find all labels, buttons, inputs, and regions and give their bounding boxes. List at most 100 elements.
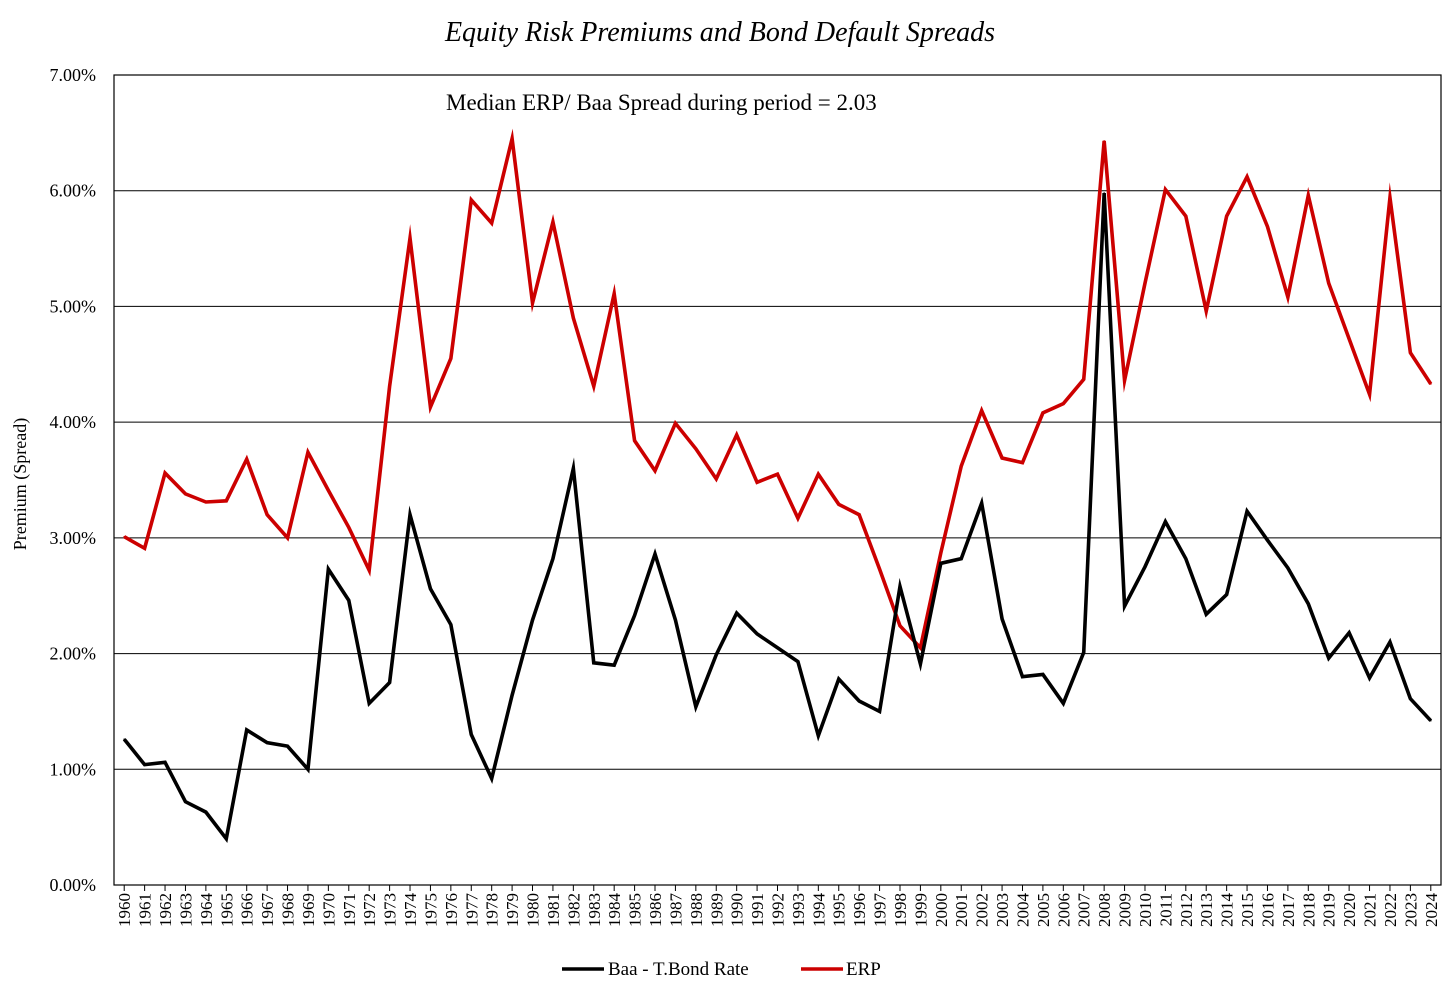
data-point xyxy=(409,513,411,516)
data-point xyxy=(1409,697,1412,700)
x-tick-label: 1986 xyxy=(646,893,665,927)
data-point xyxy=(1266,539,1269,541)
data-point xyxy=(1348,338,1350,340)
x-tick-label: 1999 xyxy=(911,893,930,927)
data-point xyxy=(1327,657,1330,659)
x-tick-label: 2011 xyxy=(1156,893,1175,926)
x-tick-label: 2012 xyxy=(1177,893,1196,927)
data-point xyxy=(1001,618,1003,620)
data-point xyxy=(245,458,248,460)
data-point xyxy=(695,447,697,450)
data-point xyxy=(1389,641,1391,643)
x-tick-label: 1983 xyxy=(585,893,604,927)
data-point xyxy=(735,434,738,436)
x-tick-label: 1968 xyxy=(279,893,298,927)
data-point xyxy=(266,741,268,744)
x-tick-label: 2005 xyxy=(1034,893,1053,927)
x-tick-label: 1997 xyxy=(871,893,890,928)
x-tick-label: 2022 xyxy=(1381,893,1400,927)
data-point xyxy=(307,768,309,771)
x-tick-label: 2003 xyxy=(993,893,1012,927)
data-point xyxy=(817,734,820,737)
y-tick-label: 0.00% xyxy=(50,875,97,895)
median-annotation: Median ERP/ Baa Spread during period = 2… xyxy=(446,90,877,115)
data-point xyxy=(899,625,901,627)
x-axis-ticks: 1960 1961 1962 1963 1964 1965 1966 1967 1968 1969… xyxy=(115,885,1441,927)
data-point xyxy=(1062,402,1065,405)
data-point xyxy=(409,237,411,239)
data-point xyxy=(1123,605,1126,607)
series-layer xyxy=(122,128,1433,844)
data-point xyxy=(960,557,963,560)
data-point xyxy=(776,473,779,476)
x-tick-label: 1965 xyxy=(217,893,236,927)
x-tick-label: 1969 xyxy=(299,893,318,927)
data-point xyxy=(1185,557,1187,560)
x-tick-label: 1984 xyxy=(605,893,624,928)
x-tick-label: 1985 xyxy=(626,893,645,927)
data-point xyxy=(1021,675,1024,678)
x-tick-label: 1979 xyxy=(503,893,522,927)
data-point xyxy=(776,646,779,649)
data-point xyxy=(858,700,860,702)
data-point xyxy=(1429,383,1432,385)
data-point xyxy=(245,729,248,731)
data-point xyxy=(1103,192,1105,194)
x-tick-label: 2023 xyxy=(1401,893,1420,927)
data-point xyxy=(1082,651,1085,654)
data-point xyxy=(735,612,738,614)
x-tick-label: 1990 xyxy=(728,893,747,927)
data-point xyxy=(899,585,901,588)
y-tick-label: 3.00% xyxy=(50,528,97,548)
data-point xyxy=(307,451,309,454)
y-tick-label: 1.00% xyxy=(50,759,97,779)
data-point xyxy=(327,489,330,492)
data-point xyxy=(674,619,677,621)
data-point xyxy=(552,557,554,560)
x-tick-label: 2015 xyxy=(1238,893,1257,927)
data-point xyxy=(1144,282,1146,285)
data-point xyxy=(1429,719,1432,722)
x-tick-label: 2020 xyxy=(1340,893,1359,927)
x-tick-label: 1971 xyxy=(340,893,359,927)
data-point xyxy=(286,745,289,747)
data-point xyxy=(143,763,146,766)
data-point xyxy=(613,292,615,295)
y-axis-ticks: 0.00% 1.00% 2.00% 3.00% 4.00% 5.00% 6.00% 7.00% xyxy=(50,65,97,895)
data-point xyxy=(919,663,922,665)
data-point xyxy=(266,513,268,516)
x-tick-label: 2009 xyxy=(1116,893,1135,927)
y-tick-label: 7.00% xyxy=(50,65,97,85)
x-tick-label: 1963 xyxy=(176,893,195,927)
data-point xyxy=(980,502,983,504)
data-point xyxy=(184,493,187,495)
x-tick-label: 2006 xyxy=(1054,893,1073,927)
data-point xyxy=(1001,457,1003,459)
x-tick-label: 2016 xyxy=(1258,893,1277,927)
y-axis-label: Premium (Spread) xyxy=(10,418,31,550)
data-point xyxy=(797,517,799,519)
x-tick-label: 1991 xyxy=(748,893,767,927)
x-tick-label: 2002 xyxy=(973,893,992,927)
data-point xyxy=(940,552,942,554)
x-tick-label: 2017 xyxy=(1279,893,1298,928)
data-point xyxy=(388,385,391,388)
data-point xyxy=(878,710,881,713)
x-tick-label: 2001 xyxy=(952,893,971,927)
data-point xyxy=(225,500,228,502)
x-tick-label: 1989 xyxy=(707,893,726,927)
data-point xyxy=(1144,565,1146,568)
data-point xyxy=(1246,510,1248,513)
plot-border xyxy=(113,74,1442,886)
data-point xyxy=(184,800,187,803)
x-tick-label: 2018 xyxy=(1299,893,1318,927)
x-tick-label: 1970 xyxy=(319,893,338,927)
x-tick-label: 2014 xyxy=(1218,893,1237,928)
x-tick-label: 1996 xyxy=(850,893,869,927)
x-tick-label: 2000 xyxy=(932,893,951,927)
data-point xyxy=(1042,673,1044,676)
data-point xyxy=(817,473,820,476)
data-point xyxy=(1307,603,1310,605)
x-tick-label: 1973 xyxy=(381,893,400,927)
data-point xyxy=(572,317,575,319)
